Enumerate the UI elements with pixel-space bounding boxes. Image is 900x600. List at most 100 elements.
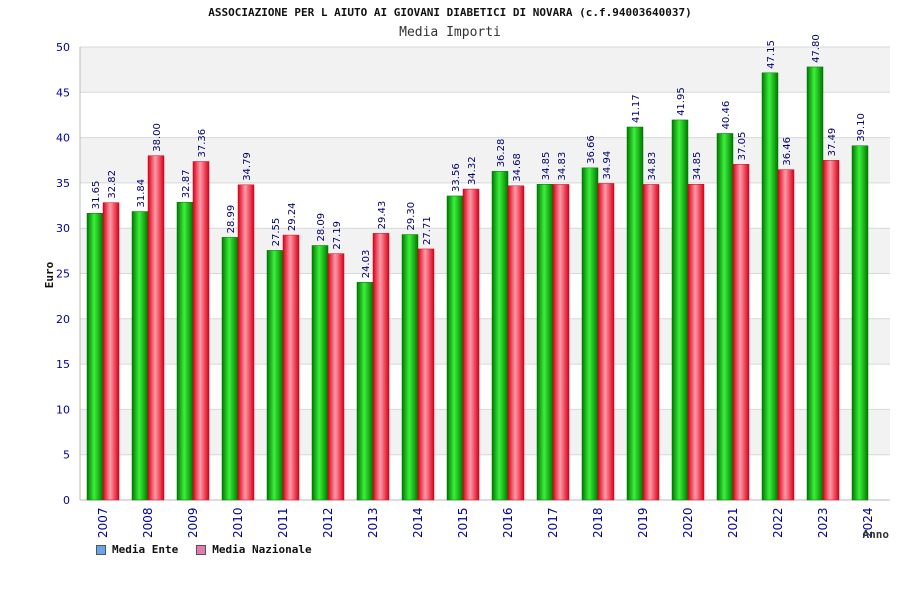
y-tick-label: 35 — [56, 177, 70, 190]
x-axis-ticks: 2007 2008 2009 2010 2011 2012 2013 2014 2015 2016… — [96, 507, 875, 538]
bar-nazionale — [507, 185, 525, 501]
bar-nazionale — [777, 169, 795, 501]
data-label: 34.79 — [242, 152, 253, 181]
legend-item-ente: Media Ente — [96, 543, 178, 556]
data-label: 28.99 — [226, 205, 237, 234]
legend-item-nazionale: Media Nazionale — [196, 543, 312, 556]
bar-nazionale — [732, 164, 750, 501]
x-tick-label: 2009 — [186, 507, 200, 538]
chart-subtitle: Media Importi — [399, 25, 501, 40]
y-axis-ticks: 0 5 10 15 20 25 30 35 40 45 50 — [56, 41, 70, 507]
y-tick-label: 45 — [56, 86, 70, 99]
bar-ente — [401, 234, 419, 501]
data-label: 47.15 — [766, 40, 777, 69]
data-label: 36.66 — [586, 135, 597, 164]
bar-ente — [761, 72, 779, 501]
data-label: 32.87 — [181, 170, 192, 199]
bar-ente — [671, 119, 689, 501]
x-tick-label: 2015 — [456, 507, 470, 538]
x-tick-label: 2014 — [411, 507, 425, 538]
plot-band — [80, 273, 890, 319]
x-tick-label: 2019 — [636, 507, 650, 538]
bar-ente — [491, 171, 509, 501]
legend-swatch-nazionale — [196, 544, 207, 555]
gridlines — [79, 46, 890, 501]
data-label: 36.46 — [782, 137, 793, 166]
y-tick-label: 5 — [63, 449, 70, 462]
bar-nazionale — [237, 184, 255, 501]
bar-ente — [86, 213, 104, 501]
bar-nazionale — [372, 233, 390, 501]
data-label: 47.80 — [811, 34, 822, 63]
bar-nazionale — [282, 234, 300, 501]
bar-ente — [446, 195, 464, 501]
bar-ente — [626, 126, 644, 501]
bar-ente — [536, 184, 554, 501]
y-tick-label: 50 — [56, 41, 70, 54]
plot-band — [80, 182, 890, 229]
bar-nazionale — [552, 184, 570, 501]
y-tick-label: 15 — [56, 358, 70, 371]
y-tick-label: 10 — [56, 403, 70, 416]
data-label: 24.03 — [361, 250, 372, 279]
data-label: 40.46 — [721, 101, 732, 130]
legend-label-ente: Media Ente — [112, 543, 179, 556]
legend: Media Ente Media Nazionale — [96, 543, 312, 556]
data-label: 37.05 — [737, 132, 748, 161]
x-tick-label: 2010 — [231, 507, 245, 538]
bar-nazionale — [687, 184, 705, 501]
x-tick-label: 2016 — [501, 507, 515, 538]
plot-band — [80, 364, 890, 410]
bar-nazionale — [417, 248, 435, 501]
data-label: 36.28 — [496, 139, 507, 168]
chart-title: ASSOCIAZIONE PER L AIUTO AI GIOVANI DIAB… — [208, 6, 692, 19]
data-label: 34.32 — [467, 156, 478, 185]
data-label: 41.17 — [631, 94, 642, 123]
data-label: 27.55 — [271, 218, 282, 247]
plot-band — [80, 47, 890, 93]
data-label: 29.24 — [287, 202, 298, 231]
bar-nazionale — [192, 161, 210, 501]
x-tick-label: 2022 — [771, 507, 785, 538]
bar-ente — [806, 66, 824, 501]
data-label: 33.56 — [451, 163, 462, 192]
data-label: 28.09 — [316, 213, 327, 242]
data-label: 27.19 — [332, 221, 343, 250]
bar-nazionale — [822, 160, 840, 501]
x-tick-label: 2023 — [816, 507, 830, 538]
bar-nazionale — [102, 202, 120, 501]
legend-label-nazionale: Media Nazionale — [212, 543, 312, 556]
plot-band — [80, 92, 890, 138]
x-tick-label: 2024 — [861, 507, 875, 538]
x-tick-label: 2018 — [591, 507, 605, 538]
bar-nazionale — [462, 188, 480, 501]
bars: 31.65 32.82 31.84 38.00 32.87 37.36 28.99 34.79… — [86, 34, 869, 501]
plot-band — [80, 318, 890, 365]
data-label: 38.00 — [152, 123, 163, 152]
bar-ente — [131, 211, 149, 501]
y-tick-label: 25 — [56, 268, 70, 281]
data-label: 34.85 — [541, 152, 552, 181]
bar-nazionale — [327, 253, 345, 501]
plot-band — [80, 454, 890, 500]
data-label: 37.36 — [197, 129, 208, 158]
legend-swatch-ente — [96, 544, 106, 555]
data-label: 34.83 — [647, 152, 658, 181]
data-label: 29.43 — [377, 201, 388, 230]
data-label: 31.65 — [91, 181, 102, 210]
data-label: 31.84 — [136, 179, 147, 208]
y-tick-label: 40 — [56, 132, 70, 145]
x-tick-label: 2017 — [546, 507, 560, 538]
y-axis-label: Euro — [43, 261, 56, 288]
bar-nazionale — [597, 183, 615, 501]
plot-band — [80, 137, 890, 183]
data-label: 37.49 — [827, 128, 838, 157]
x-tick-label: 2012 — [321, 507, 335, 538]
x-tick-label: 2020 — [681, 507, 695, 538]
y-tick-label: 0 — [63, 494, 70, 507]
data-label: 29.30 — [406, 202, 417, 231]
data-label: 27.71 — [422, 216, 433, 245]
x-tick-label: 2007 — [96, 507, 110, 538]
bar-ente — [851, 145, 869, 501]
